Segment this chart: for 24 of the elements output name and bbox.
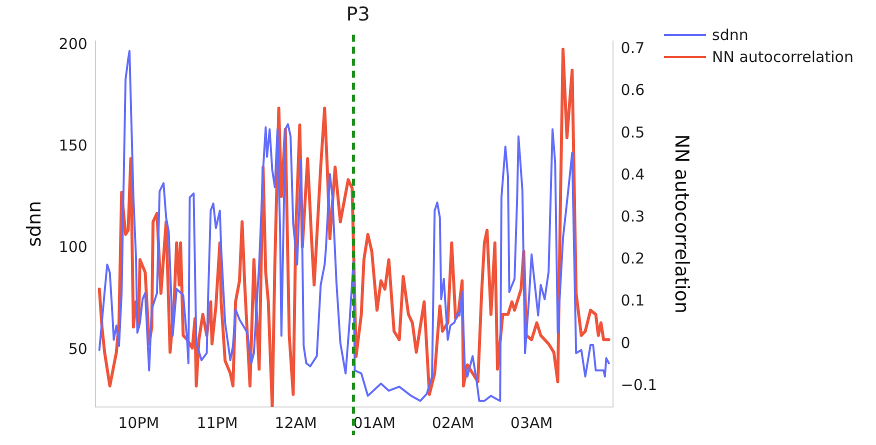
y2-tick-label: 0 <box>620 334 630 352</box>
legend-label: NN autocorrelation <box>712 48 854 66</box>
y2-tick-label: 0.5 <box>620 123 645 142</box>
x-tick-label: 03AM <box>510 414 553 432</box>
y2-tick-label: 0.2 <box>620 250 645 268</box>
y-tick-label: 200 <box>58 34 88 53</box>
x-tick-label: 11PM <box>196 414 238 432</box>
y2-tick-label: 0.1 <box>620 292 645 310</box>
y2-tick-label: 0.4 <box>620 165 645 184</box>
x-tick-label: 01AM <box>353 414 396 432</box>
y-axis-title: sdnn <box>23 200 46 247</box>
legend-label: sdnn <box>712 26 748 44</box>
y-tick-label: 100 <box>58 238 88 256</box>
x-tick-label: 10PM <box>118 414 160 432</box>
y2-tick-label: 0.3 <box>620 207 645 226</box>
chart-title: P3 <box>346 3 370 26</box>
y2-tick-label: −0.1 <box>620 376 658 394</box>
y2-tick-label: 0.6 <box>620 81 645 100</box>
y2-axis-title: NN autocorrelation <box>670 134 693 314</box>
x-tick-label: 02AM <box>432 414 474 432</box>
y-tick-label: 50 <box>68 340 88 358</box>
y-tick-label: 150 <box>58 136 88 154</box>
x-tick-label: 12AM <box>274 414 317 432</box>
y2-tick-label: 0.7 <box>620 39 645 58</box>
